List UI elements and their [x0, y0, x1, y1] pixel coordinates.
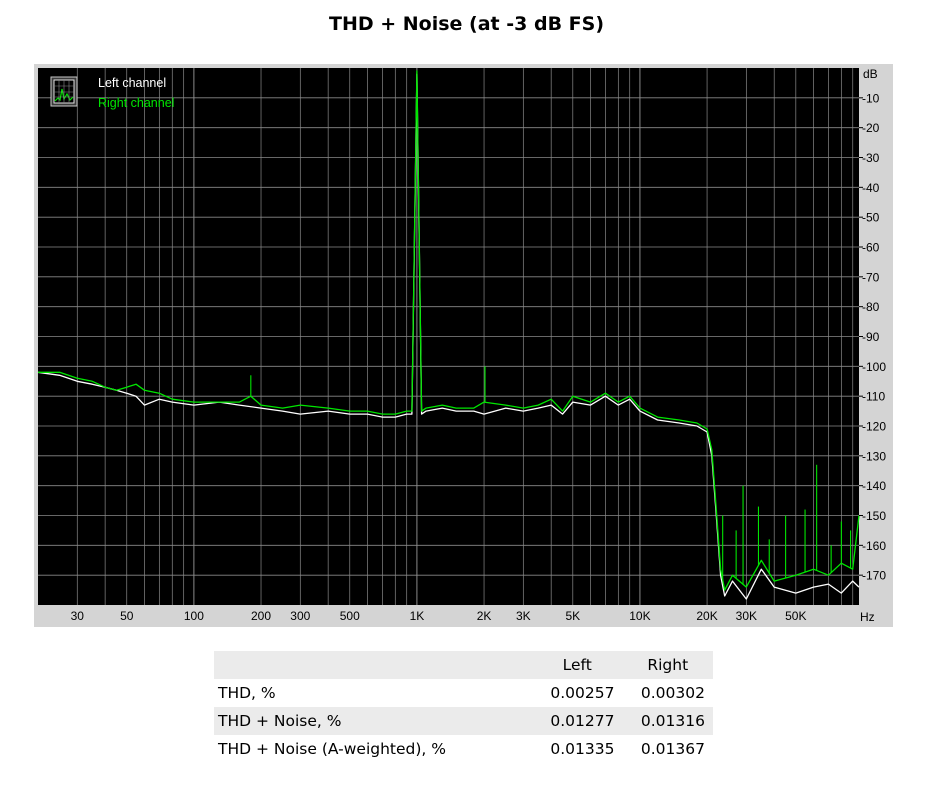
spectrum-chart: Left channel Right channel 30 50 100 200 300…	[37, 67, 886, 624]
spectrum-chart-frame: Left channel Right channel 30 50 100 200 300…	[34, 64, 893, 627]
x-tick-label: 50K	[785, 609, 806, 623]
table-header-right: Right	[647, 656, 689, 674]
legend-right-channel: Right channel	[98, 96, 174, 110]
x-tick-label: 500	[340, 609, 360, 623]
y-tick-label: -140	[862, 479, 886, 493]
x-tick-label: 10K	[629, 609, 650, 623]
y-tick-label: -110	[862, 390, 885, 404]
row-right-value: 0.01367	[640, 740, 705, 758]
x-tick-label: 20K	[696, 609, 717, 623]
y-tick-label: -30	[862, 151, 880, 165]
x-tick-label: 1K	[410, 609, 425, 623]
row-left-value: 0.01335	[550, 740, 615, 758]
table-header-left: Left	[562, 656, 592, 674]
y-tick-label: -70	[862, 270, 880, 284]
table-row: THD + Noise (A-weighted), % 0.01335 0.01…	[214, 735, 713, 763]
row-right-value: 0.00302	[640, 684, 705, 702]
row-label: THD + Noise (A-weighted), %	[218, 740, 446, 758]
series-line-left-channel	[37, 73, 860, 600]
legend-left-channel: Left channel	[98, 76, 166, 90]
y-tick-label: -120	[862, 420, 886, 434]
y-tick-label: -20	[862, 121, 880, 135]
table-header-label	[214, 651, 532, 679]
series-line-right-channel	[38, 70, 860, 591]
y-tick-label: -130	[862, 449, 886, 463]
y-tick-label: -160	[862, 539, 886, 553]
y-tick-label: -60	[862, 241, 880, 255]
x-tick-label: 30	[71, 609, 85, 623]
y-tick-label: -90	[862, 330, 880, 344]
x-axis: 30 50 100 200 300 500 1K 2K 3K 5K 10K 20K 30K 50K	[71, 609, 807, 623]
y-tick-label: -40	[862, 181, 880, 195]
row-left-value: 0.01277	[550, 712, 615, 730]
x-tick-label: 200	[251, 609, 271, 623]
thd-results-table: Left Right THD, % 0.00257 0.00302 THD + …	[214, 651, 713, 763]
y-tick-label: -170	[862, 569, 886, 583]
y-tick-label: -50	[862, 211, 880, 225]
x-unit-label: Hz	[860, 610, 875, 624]
y-tick-label: -150	[862, 509, 886, 523]
x-tick-label: 100	[184, 609, 204, 623]
table-row: THD, % 0.00257 0.00302	[214, 679, 713, 707]
table-header-row: Left Right	[214, 651, 713, 679]
row-label: THD, %	[218, 684, 276, 702]
y-tick-label: -80	[862, 300, 880, 314]
x-tick-label: 50	[120, 609, 134, 623]
series-layer	[37, 70, 860, 600]
legend-icon	[50, 76, 78, 107]
row-right-value: 0.01316	[640, 712, 705, 730]
y-axis: -10 -20 -30 -40 -50 -60 -70 -80 -90 -100 -110 -120 -…	[859, 91, 886, 583]
row-label: THD + Noise, %	[218, 712, 342, 730]
chart-title: THD + Noise (at -3 dB FS)	[328, 13, 605, 35]
spike-layer	[250, 366, 852, 585]
y-tick-label: -100	[862, 360, 886, 374]
row-left-value: 0.00257	[550, 684, 615, 702]
legend: Left channel Right channel	[50, 76, 174, 110]
y-tick-label: -10	[862, 91, 880, 105]
x-tick-label: 2K	[477, 609, 492, 623]
y-unit-label: dB	[863, 67, 878, 81]
table-row: THD + Noise, % 0.01277 0.01316	[214, 707, 713, 735]
x-tick-label: 30K	[736, 609, 757, 623]
x-tick-label: 300	[290, 609, 310, 623]
x-tick-label: 5K	[565, 609, 580, 623]
x-tick-label: 3K	[516, 609, 531, 623]
